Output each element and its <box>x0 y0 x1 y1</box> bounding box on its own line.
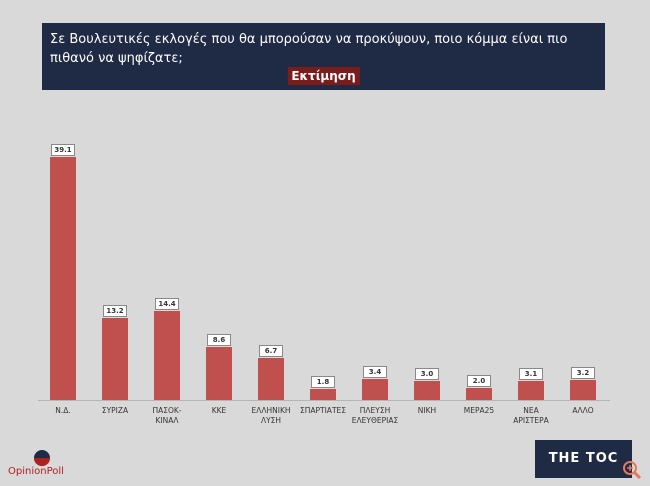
x-tick-label: ΝΙΚΗ <box>417 406 437 415</box>
opinion-logo-icon <box>34 450 50 466</box>
bar <box>570 380 596 400</box>
bar <box>466 387 492 400</box>
bar <box>518 380 544 400</box>
value-label: 8.6 <box>207 333 231 346</box>
bar <box>258 358 284 400</box>
x-tick-label: ΠΑΣΟΚ-ΚΙΝΑΛ <box>152 406 182 425</box>
opinion-logo: OpinionPoll <box>8 466 64 477</box>
bar <box>414 381 440 400</box>
value-label: 3.1 <box>519 367 543 380</box>
value-label: 39.1 <box>51 144 75 156</box>
chart-title: Σε Βουλευτικές εκλογές που θα μπορούσαν … <box>50 32 568 66</box>
value-label: 2.0 <box>467 374 491 387</box>
zoom-icon[interactable] <box>620 458 644 482</box>
title-box: Σε Βουλευτικές εκλογές που θα μπορούσαν … <box>42 23 605 90</box>
value-label: 1.8 <box>311 375 335 388</box>
bar <box>102 317 128 400</box>
bar <box>50 157 76 400</box>
value-label: 3.2 <box>571 367 595 380</box>
bar <box>154 310 180 400</box>
x-tick-label: ΕΛΛΗΝΙΚΗ ΛΥΣΗ <box>251 406 291 425</box>
value-label: 3.4 <box>363 365 387 378</box>
baseline <box>38 400 610 401</box>
x-tick-label: ΣΥΡΙΖΑ <box>101 406 129 415</box>
x-tick-label: ΝΕΑ ΑΡΙΣΤΕΡΑ <box>513 406 549 425</box>
x-tick-label: ΠΛΕΥΣΗ ΕΛΕΥΘΕΡΙΑΣ <box>351 406 399 425</box>
bar <box>206 346 232 400</box>
bar <box>362 378 388 400</box>
value-label: 13.2 <box>103 304 127 317</box>
chart-subtitle: Εκτίμηση <box>287 67 360 85</box>
bar <box>310 388 336 400</box>
toc-logo: THE TOC <box>535 440 632 478</box>
x-tick-label: Ν.Δ. <box>55 406 71 415</box>
value-label: 6.7 <box>259 345 283 358</box>
value-label: 14.4 <box>155 297 179 310</box>
x-tick-label: ΣΠΑΡΤΙΑΤΕΣ <box>299 406 346 415</box>
x-tick-label: ΑΛΛΟ <box>572 406 594 415</box>
x-tick-label: ΜΕΡΑ25 <box>463 406 495 415</box>
x-tick-label: ΚΚΕ <box>211 406 227 415</box>
value-label: 3.0 <box>415 368 439 381</box>
